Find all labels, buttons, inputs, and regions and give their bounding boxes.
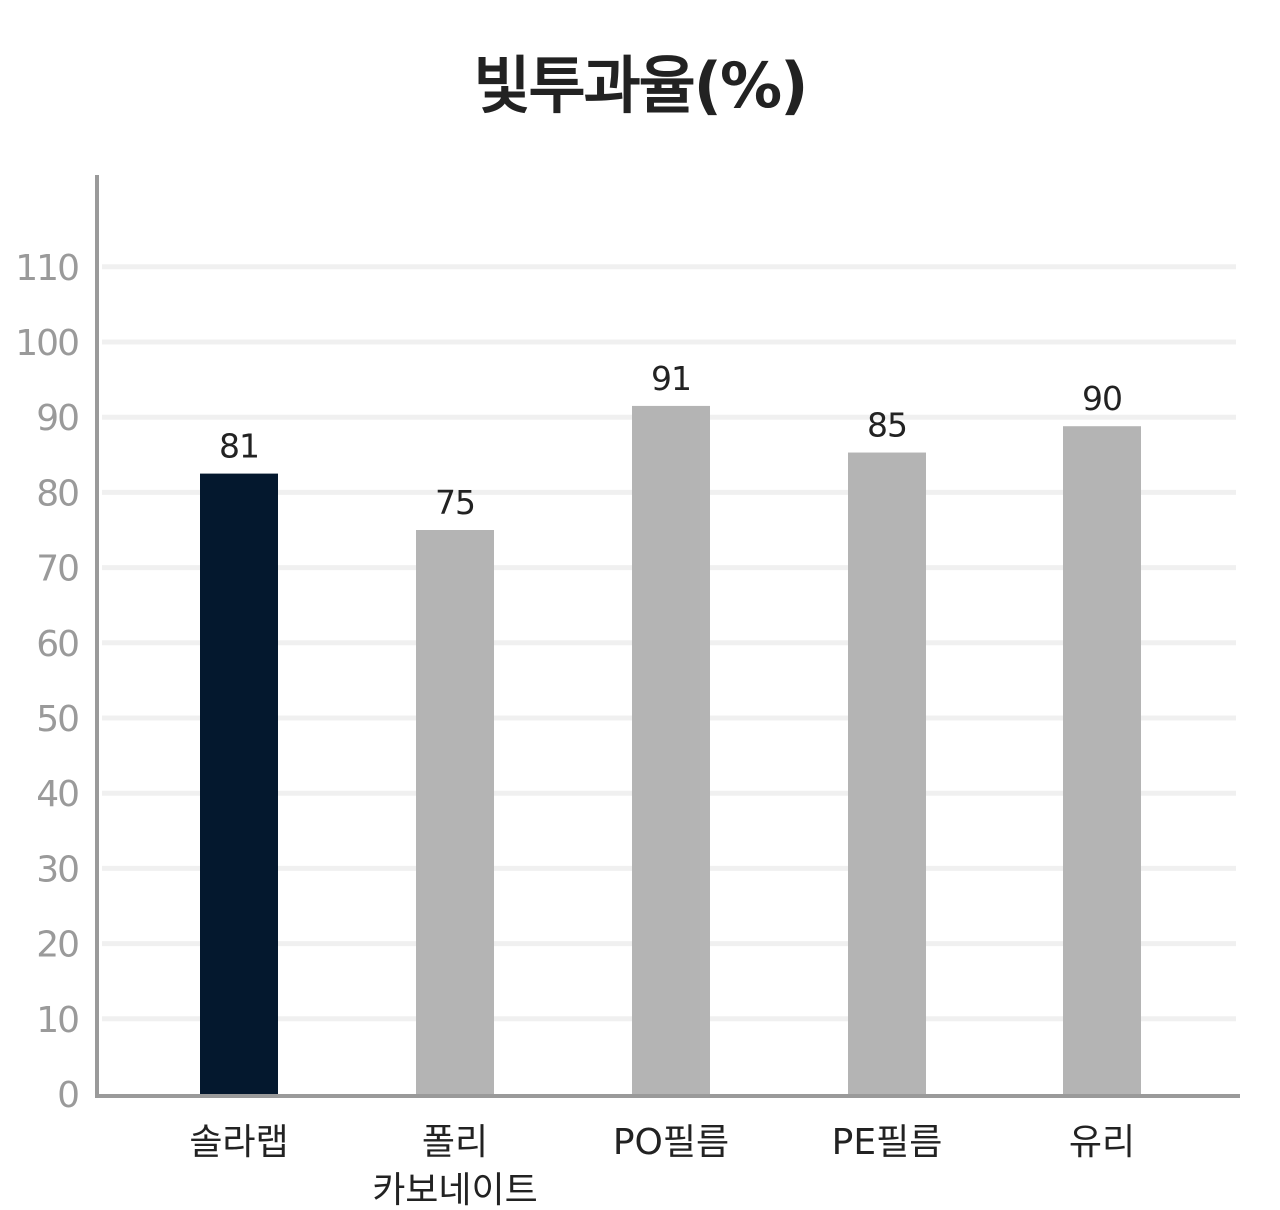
category-label-5: 유리: [1069, 1122, 1135, 1163]
y-tick-label-0: 0: [57, 1075, 78, 1116]
category-label-2-line-2: 카보네이트: [372, 1170, 538, 1210]
axes: [95, 175, 1240, 1098]
value-label-5: 90: [1082, 379, 1122, 418]
value-label-1: 81: [219, 427, 259, 466]
category-label-4: PE필름: [832, 1122, 943, 1163]
bar-3: [632, 405, 710, 1094]
bar-2: [416, 530, 494, 1094]
bars: [200, 405, 1141, 1095]
bar-5: [1063, 426, 1141, 1094]
y-tick-label-70: 70: [36, 549, 78, 590]
y-tick-label-100: 100: [15, 323, 78, 364]
y-tick-label-30: 30: [36, 849, 78, 890]
value-labels: 81 75 91 85 90: [219, 359, 1123, 522]
y-tick-label-80: 80: [36, 473, 78, 514]
y-tick-label-20: 20: [36, 925, 78, 966]
category-label-3: PO필름: [613, 1122, 729, 1163]
value-label-4: 85: [867, 406, 907, 445]
y-tick-label-110: 110: [15, 248, 78, 289]
bar-4: [848, 452, 926, 1094]
y-tick-label-60: 60: [36, 624, 78, 665]
value-label-3: 91: [651, 359, 691, 398]
y-tick-label-40: 40: [36, 774, 78, 815]
y-tick-label-50: 50: [36, 699, 78, 740]
y-tick-label-90: 90: [36, 398, 78, 439]
y-tick-label-10: 10: [36, 1000, 78, 1041]
chart-title: 빛투과율(%): [473, 49, 809, 122]
bar-1: [200, 473, 278, 1095]
category-label-1: 솔라랩: [189, 1122, 288, 1163]
category-label-2-line-1: 폴리: [422, 1122, 488, 1163]
y-tick-labels: 0 10 20 30 40 50 60 70 80 90 100 110: [15, 248, 80, 1116]
value-label-2: 75: [435, 483, 475, 522]
